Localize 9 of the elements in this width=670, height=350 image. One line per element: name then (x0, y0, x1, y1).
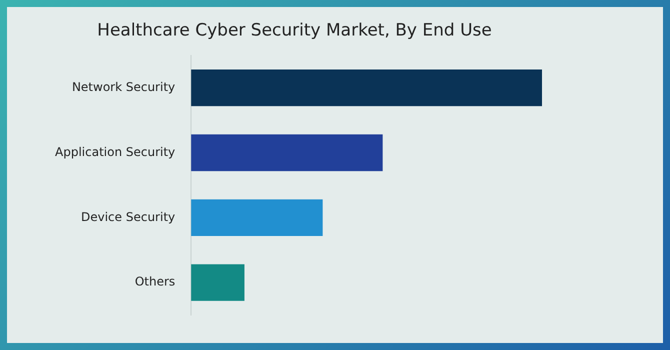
bar (191, 70, 542, 106)
y-tick-label: Device Security (81, 210, 176, 224)
y-tick-label: Network Security (72, 80, 176, 94)
bar (191, 264, 244, 301)
y-tick-label: Application Security (55, 144, 176, 159)
bar (191, 134, 383, 172)
bar (191, 199, 323, 236)
y-tick-label: Others (134, 274, 176, 289)
chart-title: Healthcare Cyber Security Market, By End Use (97, 20, 492, 41)
